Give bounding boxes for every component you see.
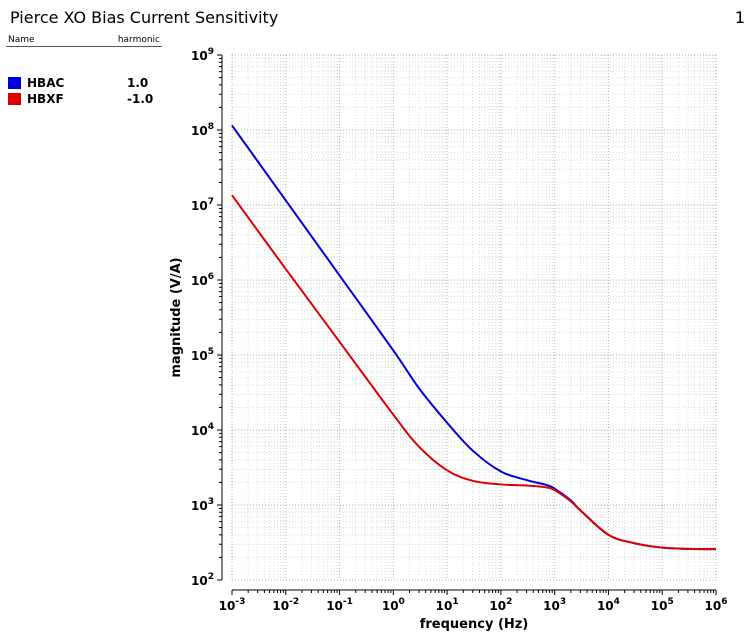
- x-tick-label-base: 10: [382, 599, 399, 613]
- x-tick-label-exponent: 4: [614, 597, 620, 607]
- x-tick-label-base: 10: [436, 599, 453, 613]
- page-number: 1: [734, 8, 745, 27]
- x-axis-label: frequency (Hz): [420, 617, 529, 632]
- x-tick-label-base: 10: [272, 599, 289, 613]
- x-tick-label-exponent: -1: [343, 597, 353, 607]
- y-tick-label-exponent: 9: [208, 47, 214, 57]
- series-line-hbac: [231, 124, 717, 551]
- legend-item-hbac[interactable]: HBAC 1.0: [6, 75, 162, 91]
- x-tick-label-base: 10: [543, 599, 560, 613]
- y-tick-label-exponent: 2: [208, 572, 214, 582]
- y-tick-label: 107: [191, 197, 214, 213]
- x-tick-label-base: 10: [326, 599, 343, 613]
- legend-header: Name harmonic: [6, 35, 162, 47]
- y-tick-label: 103: [191, 497, 214, 513]
- x-tick-label: 106: [705, 597, 728, 613]
- x-tick-label-exponent: 5: [667, 597, 673, 607]
- x-tick-label-base: 10: [705, 599, 722, 613]
- grid-major: [231, 54, 717, 581]
- y-tick-label-base: 10: [191, 124, 208, 138]
- x-tick-label: 101: [436, 597, 459, 613]
- y-tick-label-exponent: 7: [208, 197, 214, 207]
- series-line-hbxf: [231, 194, 717, 551]
- x-tick-label-exponent: 2: [506, 597, 512, 607]
- x-tick-label: 100: [382, 597, 405, 613]
- legend-harmonic-hbxf: -1.0: [127, 92, 154, 106]
- legend-swatch-hbac: [8, 77, 21, 89]
- x-tick-label-exponent: 1: [452, 597, 458, 607]
- legend-item-hbxf[interactable]: HBXF -1.0: [6, 91, 162, 107]
- grid-minor: [232, 55, 716, 580]
- y-tick-label-base: 10: [191, 274, 208, 288]
- x-tick-label-base: 10: [651, 599, 668, 613]
- legend-list: HBAC 1.0 HBXF -1.0: [6, 75, 162, 107]
- x-tick-label-exponent: 6: [721, 597, 727, 607]
- axes: [217, 54, 717, 595]
- y-tick-label-exponent: 8: [208, 122, 214, 132]
- legend-header-name: Name: [8, 35, 35, 45]
- x-tick-label-exponent: -3: [235, 597, 245, 607]
- y-tick-label-base: 10: [191, 499, 208, 513]
- y-tick-label-base: 10: [191, 574, 208, 588]
- y-tick-label-exponent: 4: [208, 422, 214, 432]
- y-tick-label: 102: [191, 572, 214, 588]
- y-tick-label-exponent: 3: [208, 497, 214, 507]
- series-lines: [231, 124, 717, 551]
- legend-swatch-hbxf: [8, 93, 21, 105]
- y-tick-label: 104: [191, 422, 214, 438]
- x-tick-labels: 10-3 10-2 10-1 100 101 102 103 104 105 106: [219, 597, 728, 613]
- y-tick-label: 108: [191, 122, 214, 138]
- x-tick-label: 104: [597, 597, 620, 613]
- legend-harmonic-hbac: 1.0: [127, 76, 149, 90]
- x-tick-label: 105: [651, 597, 674, 613]
- x-tick-label: 103: [543, 597, 566, 613]
- y-tick-label-base: 10: [191, 199, 208, 213]
- x-tick-label: 10-3: [219, 597, 246, 613]
- x-tick-label-exponent: 0: [399, 597, 405, 607]
- x-tick-label: 10-1: [326, 597, 353, 613]
- y-tick-label-base: 10: [191, 49, 208, 63]
- y-tick-label-exponent: 5: [208, 347, 214, 357]
- x-tick-label-exponent: -2: [289, 597, 299, 607]
- x-tick-label: 10-2: [272, 597, 299, 613]
- legend-name-hbac: HBAC: [27, 76, 65, 90]
- legend-name-hbxf: HBXF: [27, 92, 64, 106]
- x-tick-label: 102: [489, 597, 512, 613]
- legend-header-harmonic: harmonic: [117, 35, 160, 45]
- y-tick-label: 109: [191, 47, 214, 63]
- y-tick-label-base: 10: [191, 424, 208, 438]
- x-tick-label-base: 10: [597, 599, 614, 613]
- chart-title: Pierce XO Bias Current Sensitivity: [10, 8, 279, 27]
- y-tick-label: 105: [191, 347, 214, 363]
- legend: Name harmonic HBAC 1.0 HBXF -1.0: [6, 35, 162, 107]
- y-tick-label-exponent: 6: [208, 272, 214, 282]
- y-tick-label: 106: [191, 272, 214, 288]
- x-tick-label-exponent: 3: [560, 597, 566, 607]
- x-tick-label-base: 10: [219, 599, 236, 613]
- y-axis-label: magnitude (V/A): [169, 257, 184, 377]
- y-tick-label-base: 10: [191, 349, 208, 363]
- x-tick-label-base: 10: [489, 599, 506, 613]
